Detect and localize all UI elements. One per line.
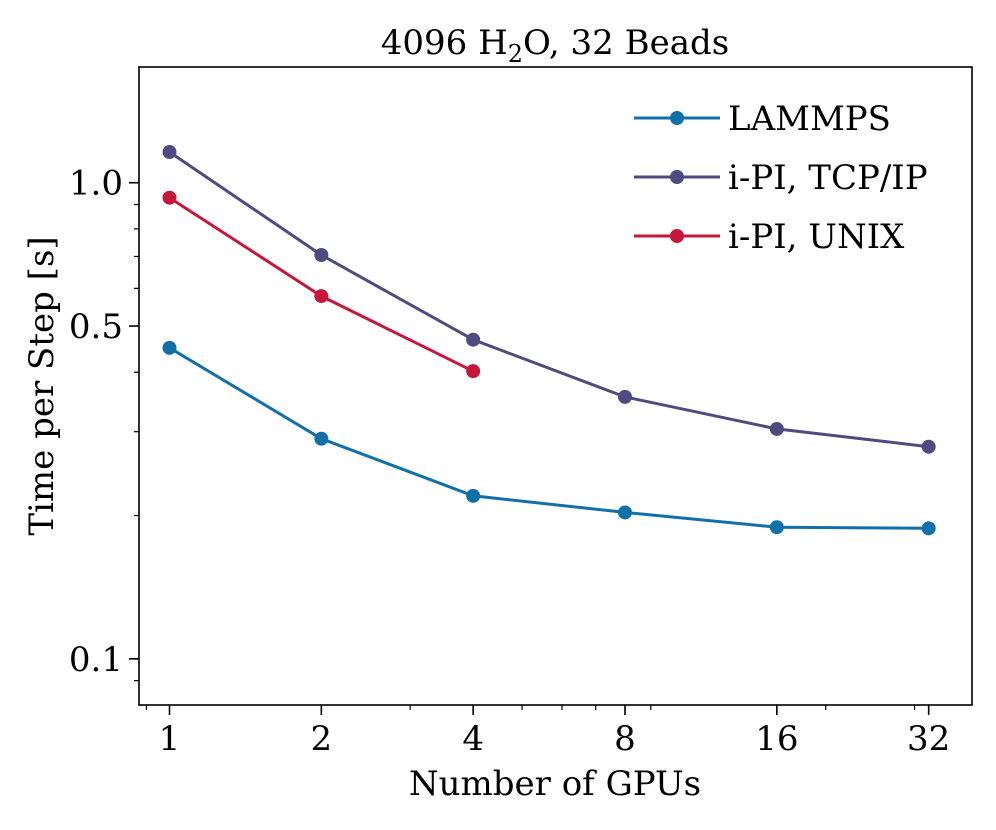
data-point-lammps xyxy=(466,488,481,503)
legend-label-lammps: LAMMPS xyxy=(728,99,891,139)
chart-title: 4096 H2O, 32 Beads xyxy=(381,23,729,68)
x-tick-label: 2 xyxy=(311,719,333,759)
legend-label-i-pi-unix: i-PI, UNIX xyxy=(728,217,905,257)
data-point-lammps xyxy=(314,431,329,446)
plot-frame xyxy=(138,66,973,706)
data-point-i-pi-tcp-ip xyxy=(769,421,784,436)
series-line-i-pi-tcp-ip xyxy=(168,150,929,449)
data-point-i-pi-tcp-ip xyxy=(921,439,936,454)
y-tick-label: 0.1 xyxy=(69,640,123,680)
data-point-i-pi-tcp-ip xyxy=(162,145,177,160)
y-tick-label: 0.5 xyxy=(69,307,123,347)
x-tick-label: 8 xyxy=(614,719,636,759)
x-tick-label: 1 xyxy=(159,719,181,759)
y-tick-label: 1.0 xyxy=(69,164,123,204)
chart-title-rest: O, 32 Beads xyxy=(523,23,729,63)
legend: LAMMPS i-PI, TCP/IP i-PI, UNIX xyxy=(634,99,928,257)
legend-swatch-marker-lammps xyxy=(670,111,684,125)
x-tick-label: 4 xyxy=(462,719,484,759)
legend-swatch-marker-i-pi-unix xyxy=(670,229,684,243)
chart-title-main: 4096 H xyxy=(381,23,508,63)
data-point-i-pi-tcp-ip xyxy=(314,248,329,263)
x-axis-title: Number of GPUs xyxy=(409,764,701,804)
data-point-lammps xyxy=(921,521,936,536)
y-axis-title: Time per Step [s] xyxy=(22,236,62,535)
data-point-i-pi-unix xyxy=(162,190,177,205)
x-tick-label: 16 xyxy=(755,719,798,759)
series-line-lammps xyxy=(168,346,929,530)
x-tick-label: 32 xyxy=(907,719,950,759)
data-point-i-pi-unix xyxy=(314,289,329,304)
data-point-i-pi-tcp-ip xyxy=(618,389,633,404)
data-point-lammps xyxy=(618,505,633,520)
data-point-i-pi-tcp-ip xyxy=(466,332,481,347)
data-point-lammps xyxy=(769,520,784,535)
legend-swatch-marker-i-pi-tcp-ip xyxy=(670,170,684,184)
chart-title-subscript: 2 xyxy=(508,40,523,68)
series-lines xyxy=(162,145,936,536)
axis-ticks: 1 2 4 8 16 32 0.1 0.5 1.0 xyxy=(69,164,950,759)
data-point-lammps xyxy=(162,340,177,355)
data-point-i-pi-unix xyxy=(466,364,481,379)
legend-label-i-pi-tcp-ip: i-PI, TCP/IP xyxy=(728,158,928,198)
series-line-i-pi-unix xyxy=(168,196,474,373)
